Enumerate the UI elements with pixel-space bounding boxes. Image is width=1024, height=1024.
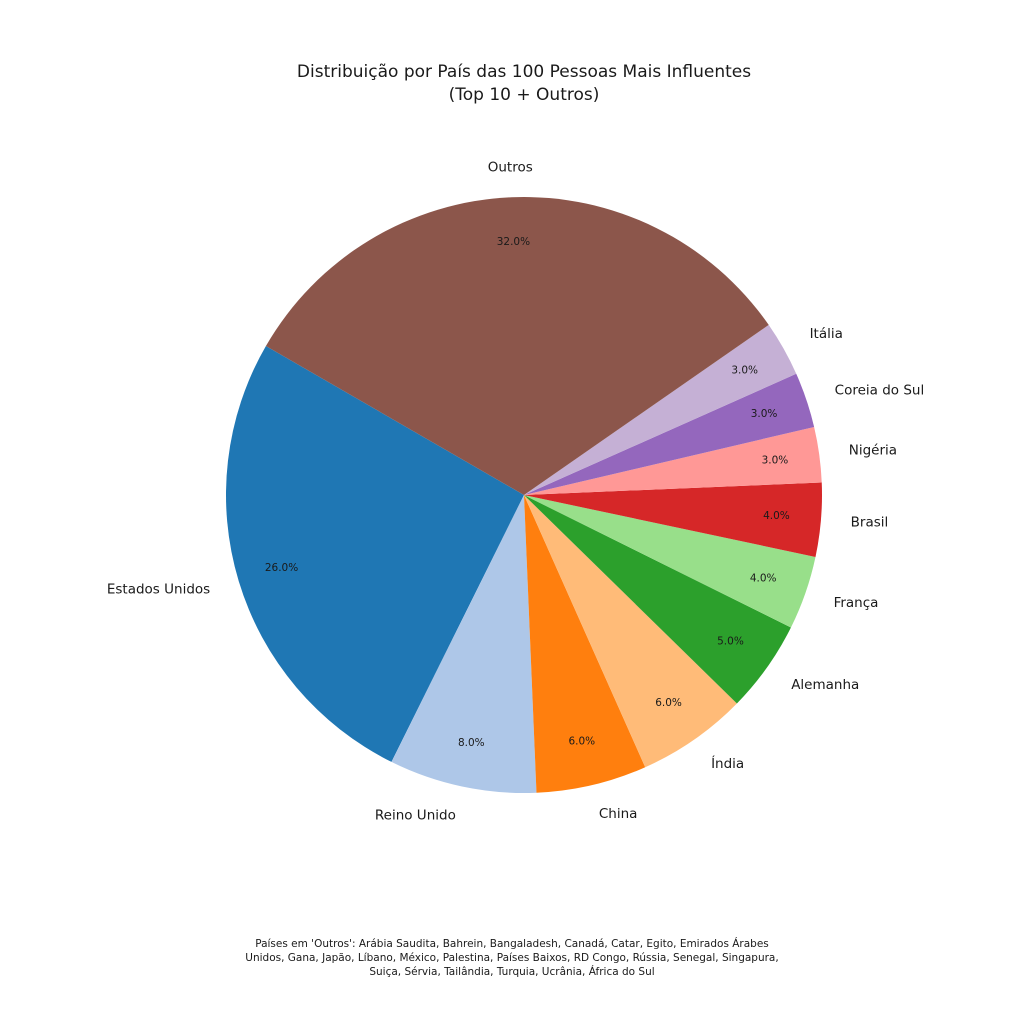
slice-label-brasil: Brasil: [851, 514, 889, 530]
pie-slice-alemanha: [524, 495, 791, 704]
pie-labels: Estados Unidos 26.0% Reino Unido 8.0% China 6…: [107, 159, 924, 823]
slice-percent-alemanha: 5.0%: [717, 636, 744, 648]
slice-percent-coreia-do-sul: 3.0%: [751, 408, 778, 420]
slice-label-estados-unidos: Estados Unidos: [107, 582, 210, 598]
slice-percent-india: 6.0%: [655, 697, 682, 709]
pie-slice-franca: [524, 495, 816, 628]
slice-label-franca: França: [834, 595, 879, 611]
pie-slice-outros: [265, 196, 769, 495]
pie-slice-italia: [524, 324, 797, 495]
slice-percent-outros: 32.0%: [497, 236, 530, 248]
slice-percent-brasil: 4.0%: [763, 510, 790, 522]
pie-slices: [225, 196, 823, 794]
pie-slice-brasil: [524, 482, 823, 557]
footnote-line-1: Países em 'Outros': Arábia Saudita, Bahr…: [255, 937, 769, 950]
slice-label-coreia-do-sul: Coreia do Sul: [835, 382, 925, 398]
chart-title: Distribuição por País das 100 Pessoas Ma…: [297, 62, 751, 82]
pie-slice-india: [524, 495, 737, 768]
slice-label-reino-unido: Reino Unido: [375, 808, 456, 824]
slice-percent-china: 6.0%: [568, 736, 595, 748]
slice-percent-franca: 4.0%: [750, 572, 777, 584]
slice-percent-estados-unidos: 26.0%: [265, 562, 298, 574]
pie-slice-coreia-do-sul: [524, 373, 815, 495]
slice-label-china: China: [599, 806, 638, 822]
pie-slice-nigeria: [524, 426, 822, 495]
slice-percent-nigeria: 3.0%: [762, 455, 789, 467]
slice-label-outros: Outros: [488, 159, 533, 175]
footnote-line-2: Unidos, Gana, Japão, Líbano, México, Pal…: [245, 952, 778, 964]
chart-subtitle: (Top 10 + Outros): [449, 85, 600, 105]
slice-label-india: Índia: [711, 755, 744, 772]
pie-slice-reino-unido: [391, 495, 537, 794]
pie-slice-china: [524, 495, 646, 793]
slice-percent-reino-unido: 8.0%: [458, 737, 485, 749]
slice-label-nigeria: Nigéria: [849, 443, 897, 459]
footnote-line-3: Suiça, Sérvia, Tailândia, Turquia, Ucrân…: [369, 965, 654, 978]
slice-label-italia: Itália: [810, 326, 843, 342]
pie-slice-estados-unidos: [225, 346, 524, 762]
slice-percent-italia: 3.0%: [731, 365, 758, 377]
slice-label-alemanha: Alemanha: [791, 677, 859, 693]
